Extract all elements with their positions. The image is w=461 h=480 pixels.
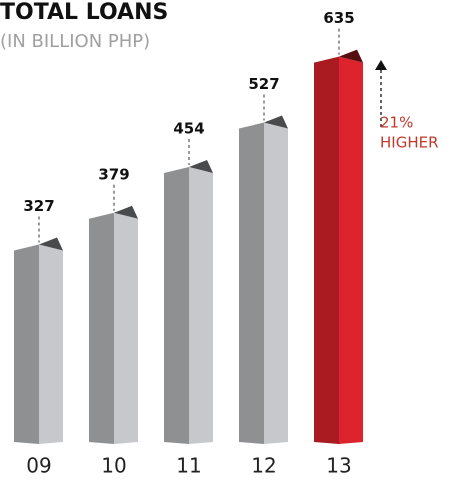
x-tick-label: 09 bbox=[26, 454, 51, 478]
bar-top bbox=[114, 205, 138, 219]
bar-top bbox=[339, 49, 363, 63]
chart-subtitle: (IN BILLION PHP) bbox=[0, 31, 150, 52]
bar-right-face bbox=[264, 122, 288, 444]
bar-right-face bbox=[114, 212, 138, 444]
bar-left-face bbox=[89, 212, 114, 444]
bar-left-face bbox=[239, 122, 264, 444]
x-tick-label: 10 bbox=[101, 454, 126, 478]
x-tick-label: 12 bbox=[251, 454, 276, 478]
value-label: 635 bbox=[323, 9, 354, 27]
annotation: HIGHER bbox=[380, 134, 439, 152]
value-label: 379 bbox=[98, 165, 129, 183]
annotation: 21% bbox=[380, 114, 413, 132]
value-label: 527 bbox=[248, 75, 279, 93]
x-tick-label: 11 bbox=[176, 454, 201, 478]
bar-top bbox=[264, 115, 288, 129]
arrow-head bbox=[375, 60, 387, 70]
bar-left-face bbox=[164, 167, 189, 444]
bar-right-face bbox=[339, 56, 363, 445]
bar-top bbox=[189, 160, 213, 174]
bar-right-face bbox=[39, 244, 63, 444]
value-label: 327 bbox=[23, 197, 54, 215]
value-label: 454 bbox=[173, 120, 204, 138]
x-tick-label: 13 bbox=[326, 454, 351, 478]
chart-title: TOTAL LOANS bbox=[0, 0, 168, 25]
bar-left-face bbox=[14, 244, 39, 444]
bar-right-face bbox=[189, 167, 213, 444]
bar-top bbox=[39, 237, 63, 251]
bar-left-face bbox=[314, 56, 339, 445]
